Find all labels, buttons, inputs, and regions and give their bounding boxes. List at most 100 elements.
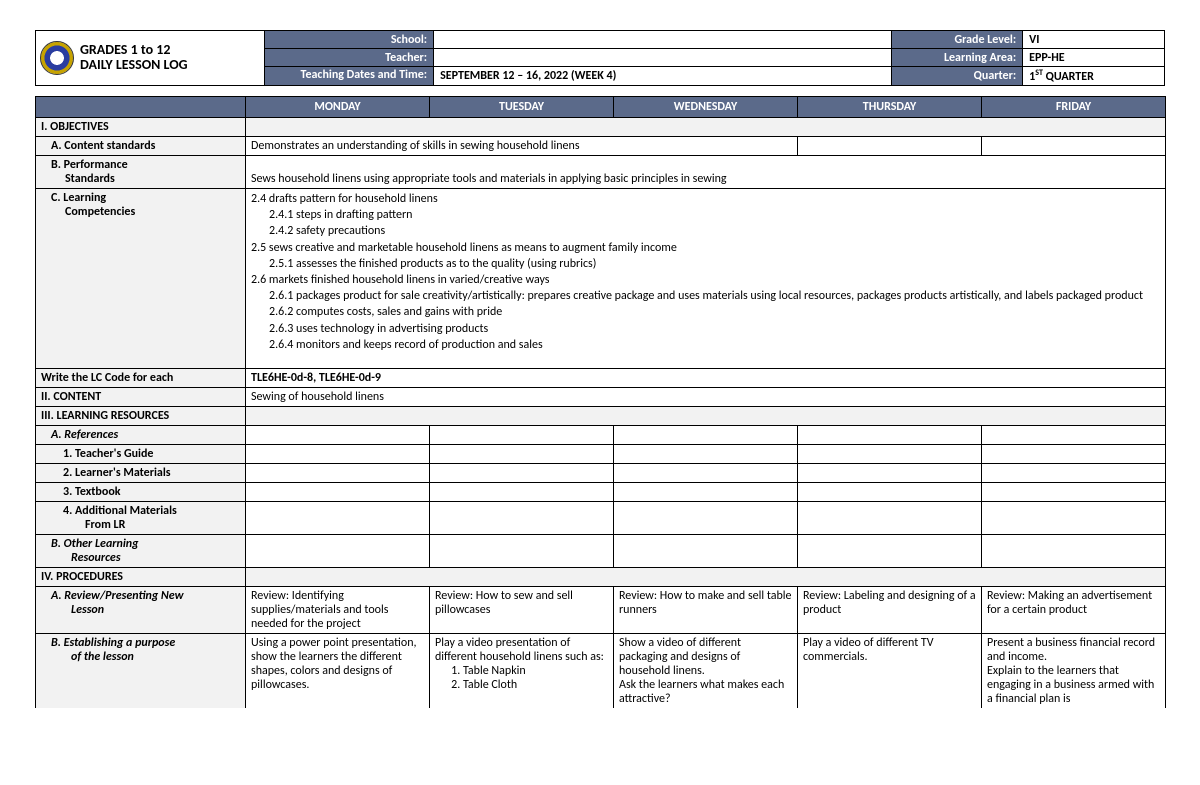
purpose-wed-a: Show a video of different packaging and … [619, 636, 792, 678]
purpose-tue-intro: Play a video presentation of different h… [435, 636, 604, 664]
purpose-label2: of the lesson [41, 650, 240, 664]
label-school: School: [265, 31, 434, 49]
row-references: A. References [36, 426, 246, 445]
row-content-std: A. Content standards [36, 137, 246, 156]
add-wed [614, 502, 798, 535]
review-label1: A. Review/Presenting New [41, 589, 240, 603]
comp-l4: 2.5 sews creative and marketable househo… [251, 240, 1160, 256]
lm-label: 2. Learner's Materials [41, 466, 240, 480]
tg-fri [982, 445, 1166, 464]
comp-label1: C. Learning [41, 191, 240, 205]
tb-fri [982, 483, 1166, 502]
comp-label2: Competencies [41, 205, 240, 219]
refs-wed [614, 426, 798, 445]
row-objectives: I. OBJECTIVES [36, 118, 246, 137]
quarter-text: QUARTER [1043, 70, 1094, 84]
resources-blank [246, 407, 1166, 426]
other-fri [982, 535, 1166, 568]
refs-thu [798, 426, 982, 445]
review-mon: Review: Identifying supplies/materials a… [246, 587, 430, 634]
tb-label: 3. Textbook [41, 485, 240, 499]
other-tue [430, 535, 614, 568]
comp-l6: 2.6 markets finished household linens in… [251, 272, 1160, 288]
purpose-fri-b: Explain to the learners that engaging in… [987, 664, 1160, 706]
lm-tue [430, 464, 614, 483]
purpose-tue-item1: Table Napkin [463, 664, 608, 678]
perf-std-text: Sews household linens using appropriate … [246, 156, 1166, 189]
content-value: Sewing of household linens [246, 388, 1166, 407]
purpose-tue: Play a video presentation of different h… [430, 634, 614, 709]
comp-l10: 2.6.4 monitors and keeps record of produ… [251, 337, 1160, 353]
tb-tue [430, 483, 614, 502]
main-lesson-table: MONDAY TUESDAY WEDNESDAY THURSDAY FRIDAY… [35, 96, 1166, 708]
content-std-text: Demonstrates an understanding of skills … [246, 137, 798, 156]
lm-wed [614, 464, 798, 483]
purpose-tue-item2: Table Cloth [463, 678, 608, 692]
lm-fri [982, 464, 1166, 483]
lc-code-value: TLE6HE-0d-8, TLE6HE-0d-9 [246, 369, 1166, 388]
value-teacher [434, 49, 892, 67]
value-dates: SEPTEMBER 12 – 16, 2022 (WEEK 4) [434, 67, 892, 86]
add-label1: 4. Additional Materials [41, 504, 240, 518]
row-competencies: C. Learning Competencies [36, 189, 246, 369]
other-label1: B. Other Learning [41, 537, 240, 551]
row-additional: 4. Additional Materials From LR [36, 502, 246, 535]
title-line-2: DAILY LESSON LOG [80, 58, 188, 73]
row-other-resources: B. Other Learning Resources [36, 535, 246, 568]
tg-mon [246, 445, 430, 464]
label-grade: Grade Level: [892, 31, 1023, 49]
add-fri [982, 502, 1166, 535]
value-grade: VI [1023, 31, 1165, 49]
add-thu [798, 502, 982, 535]
label-teacher: Teacher: [265, 49, 434, 67]
lesson-log-page: GRADES 1 to 12 DAILY LESSON LOG School: … [35, 30, 1165, 708]
add-label2: From LR [41, 518, 240, 532]
purpose-mon: Using a power point presentation, show t… [246, 634, 430, 709]
purpose-thu: Play a video of different TV commercials… [798, 634, 982, 709]
content-std-fri [982, 137, 1166, 156]
comp-l8: 2.6.2 computes costs, sales and gains wi… [251, 304, 1160, 320]
deped-seal-icon [40, 41, 74, 75]
day-header-blank [36, 97, 246, 118]
purpose-label1: B. Establishing a purpose [41, 636, 240, 650]
review-label2: Lesson [41, 603, 240, 617]
comp-l3: 2.4.2 safety precautions [251, 223, 1160, 239]
competencies-cell: 2.4 drafts pattern for household linens … [246, 189, 1166, 369]
day-header-tue: TUESDAY [430, 97, 614, 118]
comp-l5: 2.5.1 assesses the finished products as … [251, 256, 1160, 272]
lm-thu [798, 464, 982, 483]
row-review: A. Review/Presenting New Lesson [36, 587, 246, 634]
row-tb: 3. Textbook [36, 483, 246, 502]
refs-label: A. References [41, 428, 240, 442]
review-thu: Review: Labeling and designing of a prod… [798, 587, 982, 634]
header-table: GRADES 1 to 12 DAILY LESSON LOG School: … [35, 30, 1165, 86]
refs-mon [246, 426, 430, 445]
review-tue: Review: How to sew and sell pillowcases [430, 587, 614, 634]
content-std-thu [798, 137, 982, 156]
value-quarter: 1ST QUARTER [1023, 67, 1165, 86]
day-header-thu: THURSDAY [798, 97, 982, 118]
label-dates: Teaching Dates and Time: [265, 67, 434, 86]
logo-title-cell: GRADES 1 to 12 DAILY LESSON LOG [36, 31, 265, 86]
other-label2: Resources [41, 551, 240, 565]
row-content: II. CONTENT [36, 388, 246, 407]
tg-wed [614, 445, 798, 464]
perf-std-label2: Standards [41, 172, 240, 186]
content-std-label: A. Content standards [41, 139, 240, 153]
lm-mon [246, 464, 430, 483]
label-quarter: Quarter: [892, 67, 1023, 86]
row-procedures: IV. PROCEDURES [36, 568, 246, 587]
other-wed [614, 535, 798, 568]
refs-fri [982, 426, 1166, 445]
review-wed: Review: How to make and sell table runne… [614, 587, 798, 634]
row-lm: 2. Learner's Materials [36, 464, 246, 483]
comp-l1: 2.4 drafts pattern for household linens [251, 191, 1160, 207]
purpose-wed: Show a video of different packaging and … [614, 634, 798, 709]
perf-std-label1: B. Performance [41, 158, 240, 172]
row-tg: 1. Teacher's Guide [36, 445, 246, 464]
tb-thu [798, 483, 982, 502]
comp-l9: 2.6.3 uses technology in advertising pro… [251, 321, 1160, 337]
comp-l7: 2.6.1 packages product for sale creativi… [251, 288, 1160, 304]
value-area: EPP-HE [1023, 49, 1165, 67]
procedures-blank [246, 568, 1166, 587]
